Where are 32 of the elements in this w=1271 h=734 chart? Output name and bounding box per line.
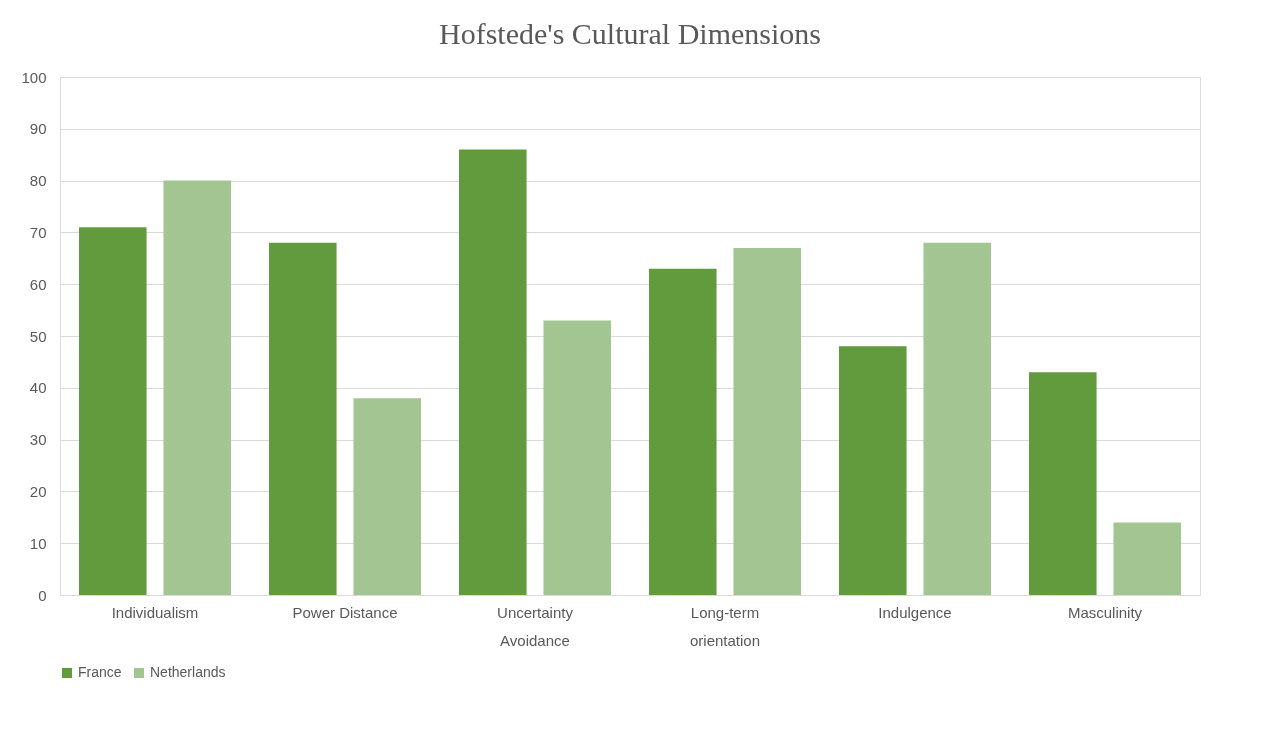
bar — [543, 320, 611, 595]
legend-label: Netherlands — [150, 664, 226, 680]
x-tick-label: Individualism — [111, 603, 199, 621]
bar — [163, 180, 231, 595]
bar — [79, 227, 147, 595]
x-tick-label: Uncertainty Avoidance — [497, 603, 574, 649]
y-tick-label: 80 — [29, 172, 47, 190]
legend-label: France — [78, 664, 122, 680]
bar — [923, 242, 991, 595]
y-tick-label: 40 — [29, 379, 47, 397]
chart-title: Hofstede's Cultural Dimensions — [438, 17, 822, 50]
x-tick-label: Long-term orientation — [689, 603, 761, 649]
y-tick-label: 70 — [29, 223, 47, 241]
y-tick-label: 50 — [29, 327, 47, 345]
x-tick-label: Masculinity — [1067, 603, 1143, 621]
bar — [649, 268, 717, 595]
x-tick-label: Indulgence — [878, 603, 952, 621]
y-tick-label: 100 — [21, 68, 47, 86]
y-tick-label: 10 — [29, 534, 47, 552]
x-tick-label: Power Distance — [292, 603, 398, 621]
y-tick-label: 60 — [29, 275, 47, 293]
bar — [733, 247, 801, 595]
y-tick-label: 20 — [29, 482, 47, 500]
y-tick-label: 90 — [29, 120, 47, 138]
bar — [1113, 522, 1181, 595]
bar — [269, 242, 337, 595]
y-tick-label: 30 — [29, 431, 47, 449]
y-tick-label: 0 — [38, 586, 47, 604]
bar — [839, 346, 907, 595]
bar — [353, 398, 421, 595]
bar — [459, 149, 527, 595]
bar — [1029, 372, 1097, 595]
